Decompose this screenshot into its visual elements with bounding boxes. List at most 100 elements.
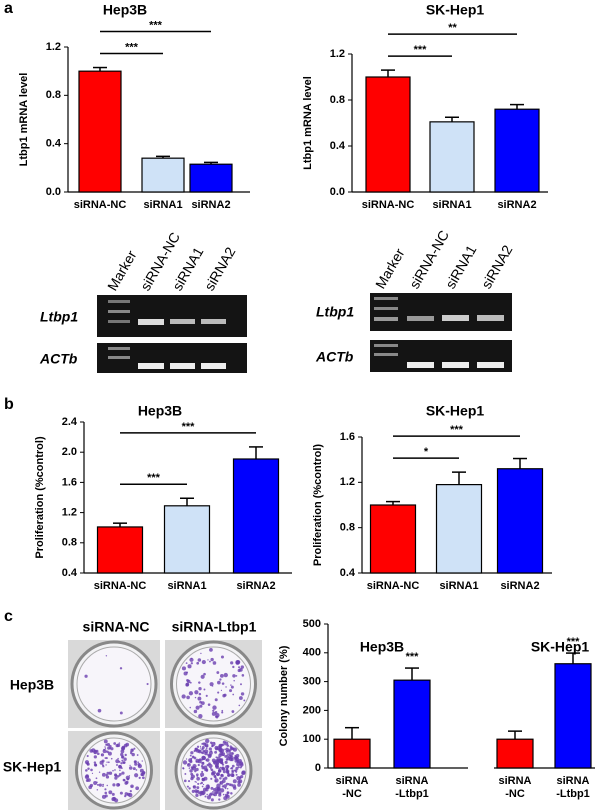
colony-dot: [190, 766, 193, 769]
colony-dot: [222, 767, 226, 771]
colony-dot: [114, 798, 119, 803]
colony-dot: [117, 783, 121, 787]
colony-dot: [219, 781, 222, 784]
colony-dot: [114, 776, 118, 780]
colony-dot: [236, 775, 241, 781]
group-title: Hep3B: [360, 639, 404, 655]
gel-band: [201, 319, 226, 324]
colony-dot: [118, 760, 121, 763]
colony-dot: [110, 747, 114, 751]
bar: [554, 663, 592, 769]
colony-dot: [202, 783, 205, 786]
colony-dot: [93, 761, 97, 764]
colony-dot: [230, 746, 234, 750]
colony-dot: [213, 761, 217, 765]
colony-dot: [228, 749, 231, 752]
colony-dot: [234, 769, 238, 773]
colony-dot: [135, 786, 140, 791]
colony-dot: [220, 748, 225, 753]
colony-dot: [208, 747, 212, 751]
x-tick-label: siRNA2: [497, 199, 536, 211]
colony-dot: [231, 764, 235, 768]
colony-dot: [209, 648, 213, 652]
colony-dot: [185, 758, 188, 760]
colony-dot: [191, 789, 195, 794]
x-tick-label: siRNA1: [432, 199, 471, 211]
colony-photos: [68, 640, 262, 810]
y-tick-label: 0.4: [330, 140, 346, 152]
colony-dot: [199, 783, 202, 785]
gel-band: [374, 317, 398, 321]
lane-label: Marker: [104, 247, 140, 293]
gel-band: [374, 353, 398, 356]
colony-dot: [236, 756, 239, 759]
colony-dot: [114, 769, 116, 771]
bar: [429, 121, 475, 193]
colony-dot: [206, 763, 209, 767]
colony-dot: [196, 776, 200, 781]
colony-dot: [189, 706, 192, 709]
colony-dot: [227, 753, 230, 755]
colony-dot: [133, 747, 136, 750]
colony-dot: [184, 773, 187, 775]
colony-dot: [224, 748, 226, 751]
x-tick-label: siRNA: [556, 775, 589, 787]
gel-band: [108, 356, 130, 359]
colony-dot: [194, 696, 197, 699]
colony-dot: [235, 674, 238, 677]
gel-band: [170, 363, 195, 369]
colony-dot: [220, 655, 224, 659]
chart-title: SK-Hep1: [426, 403, 485, 419]
bar: [141, 157, 185, 193]
x-tick-label: siRNA2: [236, 580, 275, 592]
colony-dot: [105, 773, 108, 777]
significance: ***: [147, 472, 161, 484]
colony-dot: [232, 665, 235, 669]
colony-dot: [226, 765, 230, 768]
colony-dot: [230, 773, 235, 778]
colony-dot: [230, 684, 232, 686]
colony-dot: [128, 766, 133, 770]
colony-dot: [117, 757, 119, 760]
colony-dot: [204, 749, 209, 754]
colony-dot: [129, 764, 131, 767]
x-tick-label: siRNA1: [167, 580, 206, 592]
y-tick-label: 100: [303, 733, 321, 745]
colony-dot: [219, 788, 225, 793]
colony-dot: [209, 660, 211, 663]
y-tick-label: 200: [303, 704, 321, 716]
colony-dot: [222, 793, 225, 796]
colony-dot: [120, 755, 125, 759]
colony-dot: [225, 686, 227, 688]
y-axis-label: Proliferation (%control): [312, 444, 324, 567]
colony-dot: [188, 787, 191, 790]
colony-dot: [188, 767, 191, 769]
colony-dot: [186, 679, 189, 682]
colony-dot: [189, 754, 192, 757]
gel-band: [477, 315, 504, 321]
colony-dot: [96, 789, 99, 791]
colony-dot: [231, 710, 235, 713]
gel-band: [138, 363, 164, 369]
significance: ***: [182, 421, 196, 433]
colony-dot: [194, 747, 199, 752]
lane-label: siRNA1: [442, 242, 480, 291]
colony-dot: [226, 753, 228, 755]
colony-dot: [128, 792, 133, 798]
panel-label: c: [4, 608, 13, 625]
colony-dot: [222, 743, 225, 747]
significance: ***: [414, 44, 428, 56]
colony-dot: [95, 777, 98, 780]
colony-dot: [87, 778, 91, 782]
y-tick-label: 0.8: [340, 522, 355, 534]
colony-dot: [211, 771, 215, 776]
colony-dot: [207, 703, 211, 706]
colony-dot: [119, 667, 123, 670]
y-tick-label: 500: [303, 618, 321, 630]
colony-dot: [218, 793, 222, 797]
colony-dot: [104, 757, 107, 760]
x-tick-label: -Ltbp1: [395, 788, 429, 800]
colony-dot: [215, 764, 219, 768]
colony-dot: [115, 744, 119, 748]
colony-dot: [97, 708, 102, 713]
